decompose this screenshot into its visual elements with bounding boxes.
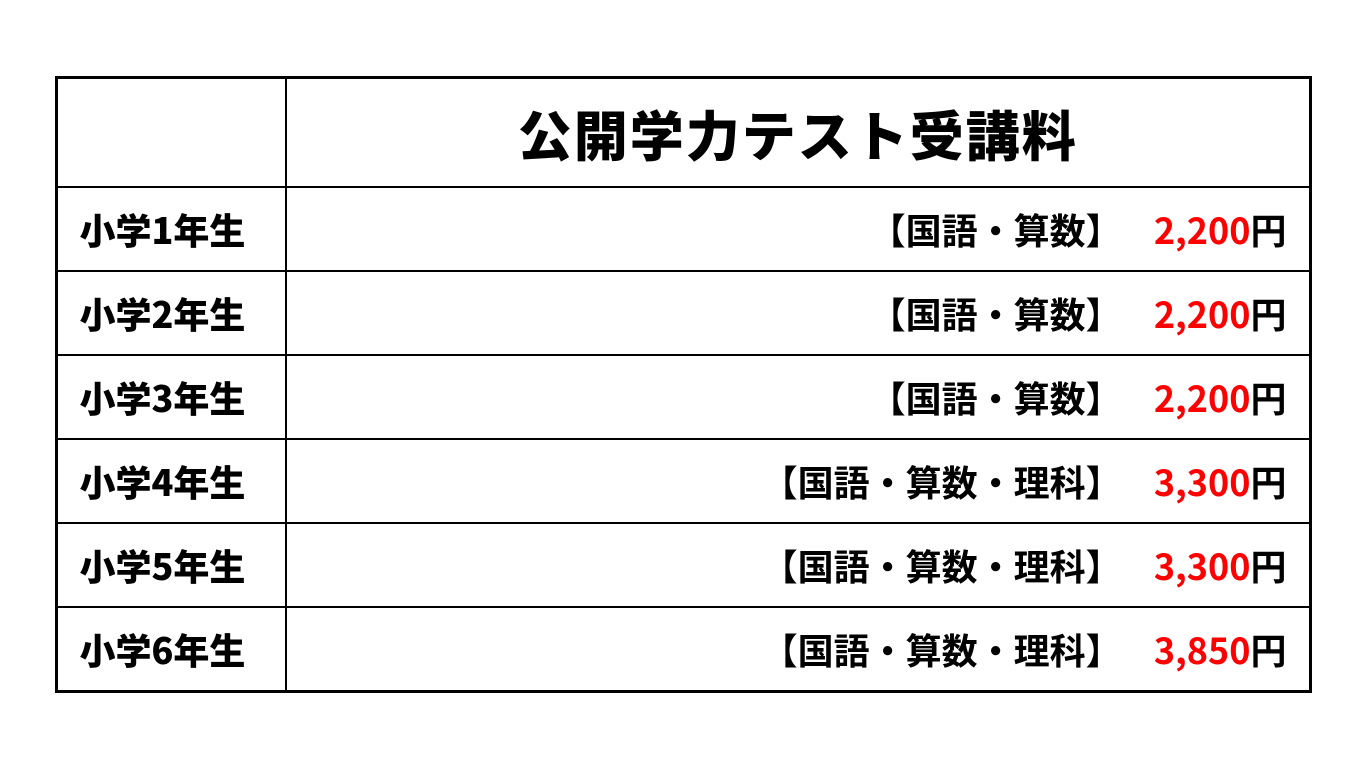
yen-label: 円	[1250, 455, 1286, 507]
grade-cell: 小学6年生	[56, 607, 286, 691]
grade-cell: 小学5年生	[56, 523, 286, 607]
table-title: 公開学力テスト受講料	[286, 77, 1310, 187]
table-row: 小学1年生 【国語・算数】 2,200円	[56, 187, 1310, 271]
subjects-label: 【国語・算数】	[870, 287, 1122, 339]
price-value: 2,200	[1154, 287, 1251, 339]
grade-cell: 小学2年生	[56, 271, 286, 355]
grade-cell: 小学4年生	[56, 439, 286, 523]
header-empty-cell	[56, 77, 286, 187]
table-row: 小学3年生 【国語・算数】 2,200円	[56, 355, 1310, 439]
table-row: 小学4年生 【国語・算数・理科】 3,300円	[56, 439, 1310, 523]
detail-cell: 【国語・算数・理科】 3,300円	[286, 439, 1310, 523]
fee-table: 公開学力テスト受講料 小学1年生 【国語・算数】 2,200円 小学2年生 【国…	[55, 76, 1312, 693]
subjects-label: 【国語・算数】	[870, 371, 1122, 423]
table-header-row: 公開学力テスト受講料	[56, 77, 1310, 187]
yen-label: 円	[1250, 371, 1286, 423]
detail-cell: 【国語・算数・理科】 3,850円	[286, 607, 1310, 691]
detail-cell: 【国語・算数・理科】 3,300円	[286, 523, 1310, 607]
table-row: 小学5年生 【国語・算数・理科】 3,300円	[56, 523, 1310, 607]
grade-cell: 小学3年生	[56, 355, 286, 439]
subjects-label: 【国語・算数・理科】	[762, 455, 1122, 507]
price-value: 3,850	[1154, 623, 1251, 675]
table-row: 小学2年生 【国語・算数】 2,200円	[56, 271, 1310, 355]
detail-cell: 【国語・算数】 2,200円	[286, 187, 1310, 271]
price-value: 3,300	[1154, 455, 1251, 507]
subjects-label: 【国語・算数・理科】	[762, 539, 1122, 591]
detail-cell: 【国語・算数】 2,200円	[286, 271, 1310, 355]
price-value: 2,200	[1154, 371, 1251, 423]
yen-label: 円	[1250, 623, 1286, 675]
price-value: 3,300	[1154, 539, 1251, 591]
table-body: 小学1年生 【国語・算数】 2,200円 小学2年生 【国語・算数】 2,200…	[56, 187, 1310, 691]
yen-label: 円	[1250, 287, 1286, 339]
subjects-label: 【国語・算数】	[870, 203, 1122, 255]
grade-cell: 小学1年生	[56, 187, 286, 271]
yen-label: 円	[1250, 539, 1286, 591]
table-row: 小学6年生 【国語・算数・理科】 3,850円	[56, 607, 1310, 691]
detail-cell: 【国語・算数】 2,200円	[286, 355, 1310, 439]
subjects-label: 【国語・算数・理科】	[762, 623, 1122, 675]
yen-label: 円	[1250, 203, 1286, 255]
price-value: 2,200	[1154, 203, 1251, 255]
